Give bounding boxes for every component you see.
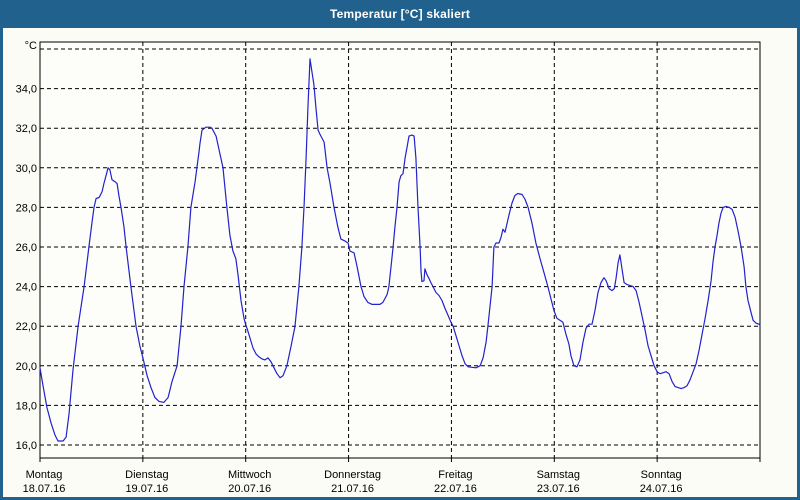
temperature-line xyxy=(39,58,761,442)
window-title: Temperatur [°C] skaliert xyxy=(329,7,471,21)
x-day-label: Montag xyxy=(26,469,63,481)
x-date-label: 21.07.16 xyxy=(331,483,374,495)
plot-border xyxy=(39,41,761,459)
y-axis-unit-label: °C xyxy=(25,40,37,52)
x-day-label: Mittwoch xyxy=(228,469,271,481)
y-tick-label: 28,0 xyxy=(16,202,37,214)
plot-background xyxy=(40,42,760,458)
y-tick-label: 24,0 xyxy=(16,282,37,294)
y-tick-label: 20,0 xyxy=(16,361,37,373)
x-day-label: Freitag xyxy=(438,469,472,481)
y-tick-label: 16,0 xyxy=(16,440,37,452)
x-date-label: 24.07.16 xyxy=(640,483,683,495)
x-day-label: Dienstag xyxy=(125,469,168,481)
y-tick-label: 32,0 xyxy=(16,123,37,135)
x-date-label: 22.07.16 xyxy=(434,483,477,495)
y-tick-label: 30,0 xyxy=(16,163,37,175)
title-bar: Temperatur [°C] skaliert xyxy=(0,0,800,28)
x-date-label: 18.07.16 xyxy=(23,483,66,495)
y-tick-label: 18,0 xyxy=(16,400,37,412)
x-date-label: 23.07.16 xyxy=(537,483,580,495)
plot-area: °C 34,0 32,0 30,0 28,0 26,0 24,0 22,0 20,0 18,0 16… xyxy=(16,40,761,495)
x-day-label: Sonntag xyxy=(641,469,682,481)
temperature-chart: °C 34,0 32,0 30,0 28,0 26,0 24,0 22,0 20,0 18,0 16… xyxy=(16,40,761,495)
y-tick-label: 22,0 xyxy=(16,321,37,333)
x-date-label: 20.07.16 xyxy=(228,483,271,495)
x-day-label: Donnerstag xyxy=(324,469,381,481)
y-tick-label: 34,0 xyxy=(16,84,37,96)
y-tick-label: 26,0 xyxy=(16,242,37,254)
x-day-label: Samstag xyxy=(537,469,580,481)
x-date-label: 19.07.16 xyxy=(125,483,168,495)
